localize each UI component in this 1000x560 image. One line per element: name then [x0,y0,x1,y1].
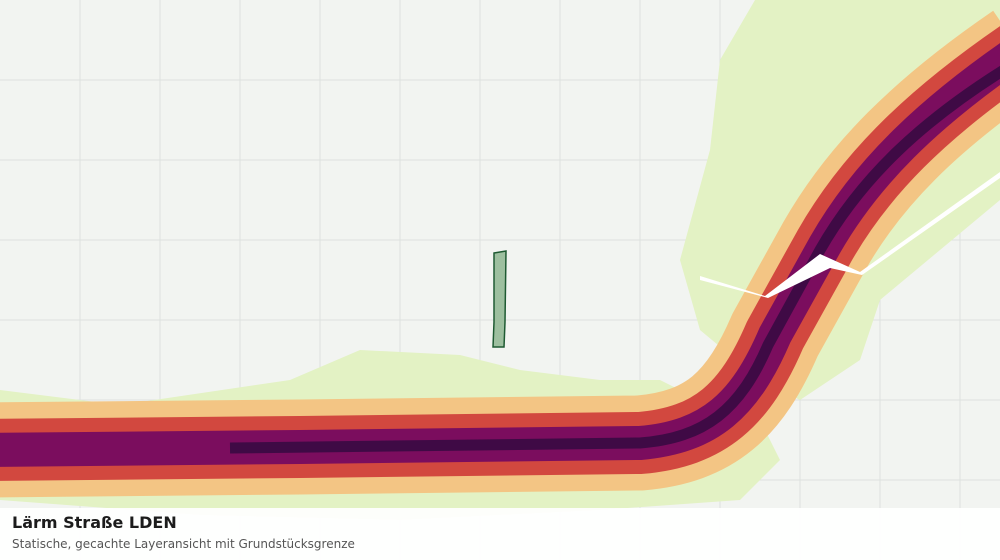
road-gap [700,172,1000,298]
layer-title: Lärm Straße LDEN [12,513,177,532]
parcel-boundary [492,250,507,348]
layer-subtitle: Statische, gecachte Layeransicht mit Gru… [12,537,355,551]
noise-zone-highest [229,65,1000,454]
caption-bar: Lärm Straße LDEN Statische, gecachte Lay… [0,508,1000,560]
noise-bands [0,10,1000,498]
